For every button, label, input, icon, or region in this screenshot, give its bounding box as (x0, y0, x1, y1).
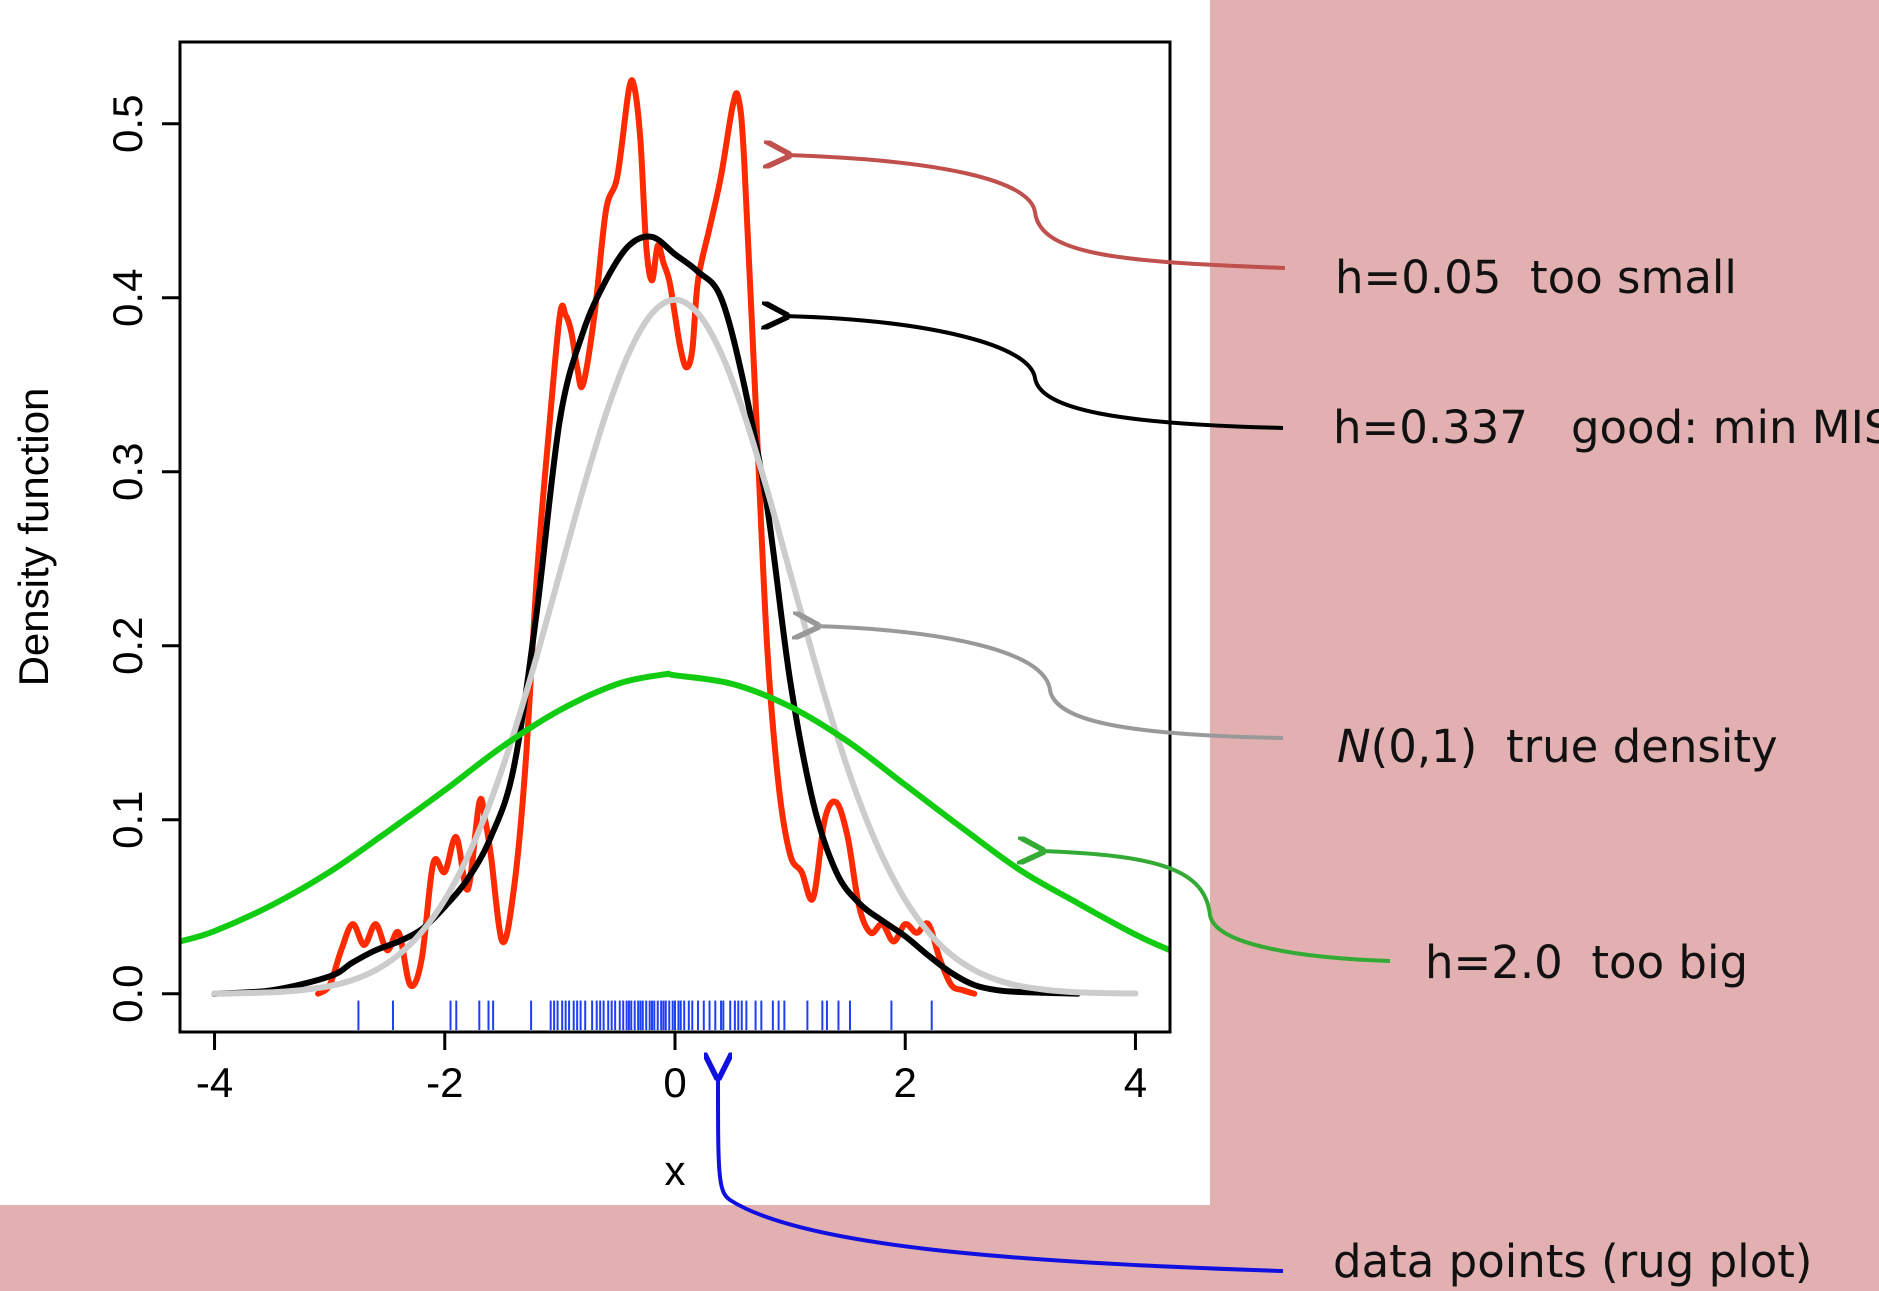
label-good-h: h=0.337 good: min MISE (1333, 401, 1879, 454)
series-layer (180, 77, 1170, 997)
label-rug: data points (rug plot) (1333, 1235, 1812, 1288)
y-axis-label: Density function (10, 388, 57, 687)
annotations: h=0.05 too small h=0.337 good: min MISE … (718, 155, 1879, 1288)
label-big-h: h=2.0 too big (1425, 936, 1748, 989)
x-tick-label: -2 (426, 1059, 463, 1106)
x-tick-label: 2 (894, 1059, 917, 1106)
x-tick-label: 4 (1124, 1059, 1147, 1106)
density-chart: -4 -2 0 2 4 0.0 0.1 0.2 0.3 0.4 0.5 x Density fun… (10, 40, 1172, 1194)
x-tick-label: -4 (196, 1059, 233, 1106)
y-tick-label: 0.0 (104, 965, 151, 1023)
series-line-3 (211, 296, 1139, 997)
arrow-true-density (815, 626, 1284, 740)
y-axis: 0.0 0.1 0.2 0.3 0.4 0.5 (104, 95, 182, 1023)
arrow-rug (718, 1075, 1284, 1273)
x-tick-label: 0 (663, 1059, 686, 1106)
y-tick-label: 0.4 (104, 269, 151, 327)
label-true-density-rest: (0,1) true density (1371, 720, 1778, 773)
series-line-1 (315, 77, 978, 997)
plot-background (0, 0, 1210, 1205)
y-tick-label: 0.2 (104, 617, 151, 675)
y-tick-label: 0.1 (104, 791, 151, 849)
x-axis: -4 -2 0 2 4 (196, 1030, 1147, 1106)
label-small-h: h=0.05 too small (1335, 251, 1737, 304)
label-true-density: N(0,1) true density (1337, 720, 1778, 773)
y-tick-label: 0.3 (104, 443, 151, 501)
rug-layer (357, 1000, 933, 1030)
series-line-4 (180, 670, 1170, 954)
arrow-good-h (784, 316, 1284, 430)
y-tick-label: 0.5 (104, 95, 151, 153)
arrow-small-h (786, 155, 1286, 270)
arrow-big-h (1040, 851, 1391, 963)
x-axis-label: x (665, 1147, 686, 1194)
label-true-density-italic: N (1337, 720, 1371, 773)
